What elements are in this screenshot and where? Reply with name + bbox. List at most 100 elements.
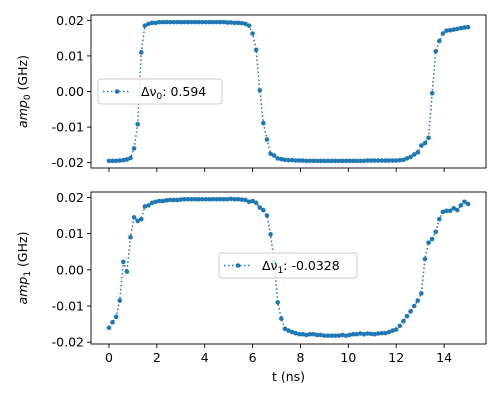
data-point bbox=[318, 332, 324, 338]
data-point bbox=[214, 196, 219, 202]
data-point bbox=[404, 156, 410, 161]
y-tick-label: -0.01 bbox=[52, 120, 84, 135]
data-point bbox=[429, 90, 435, 96]
data-point bbox=[124, 157, 130, 162]
y-tick-label: 0.01 bbox=[56, 48, 84, 63]
data-point bbox=[246, 199, 252, 205]
data-point bbox=[350, 331, 356, 337]
data-point bbox=[286, 157, 291, 163]
data-point bbox=[217, 19, 223, 25]
data-point bbox=[383, 158, 388, 163]
data-point bbox=[164, 198, 169, 203]
y-axis-label-sub: 0 bbox=[23, 94, 33, 100]
data-point bbox=[454, 26, 460, 32]
data-point bbox=[322, 158, 327, 164]
data-point bbox=[318, 158, 324, 164]
data-point bbox=[419, 143, 424, 148]
data-point bbox=[404, 313, 410, 319]
data-point bbox=[250, 198, 255, 204]
data-point bbox=[135, 218, 140, 224]
y-tick-label: 0.02 bbox=[56, 13, 84, 28]
data-point bbox=[138, 216, 144, 222]
data-point bbox=[128, 234, 133, 240]
data-point bbox=[196, 196, 202, 202]
data-point bbox=[232, 196, 237, 202]
legend-box bbox=[218, 252, 358, 279]
data-point bbox=[379, 158, 385, 163]
data-point bbox=[447, 208, 453, 214]
data-point bbox=[185, 196, 191, 202]
data-point bbox=[160, 19, 166, 25]
data-point bbox=[164, 19, 169, 25]
data-point bbox=[210, 19, 216, 25]
data-point bbox=[131, 146, 137, 151]
data-point bbox=[257, 205, 263, 210]
data-point bbox=[462, 25, 467, 30]
data-point bbox=[264, 213, 270, 218]
data-point bbox=[361, 331, 367, 337]
data-point bbox=[264, 137, 270, 142]
data-point bbox=[408, 309, 413, 314]
data-point bbox=[307, 158, 313, 164]
data-point bbox=[296, 331, 302, 337]
data-point bbox=[350, 158, 356, 164]
data-point bbox=[304, 158, 309, 164]
data-point bbox=[171, 197, 176, 203]
data-point bbox=[358, 331, 363, 336]
x-tick-label: 2 bbox=[153, 350, 161, 365]
data-point bbox=[235, 20, 241, 26]
data-point bbox=[268, 151, 273, 157]
data-point bbox=[329, 333, 334, 338]
x-tick-label: 6 bbox=[249, 350, 257, 365]
data-point bbox=[235, 196, 241, 202]
data-point bbox=[142, 23, 148, 28]
data-point bbox=[314, 332, 320, 338]
data-point bbox=[138, 50, 144, 55]
data-point bbox=[207, 19, 212, 25]
data-point bbox=[340, 158, 345, 164]
data-point bbox=[261, 120, 266, 126]
data-point bbox=[300, 158, 306, 163]
data-point bbox=[232, 20, 237, 26]
data-point bbox=[451, 205, 456, 211]
data-point bbox=[336, 158, 342, 164]
data-point bbox=[390, 328, 395, 333]
data-point bbox=[243, 197, 248, 203]
data-point bbox=[411, 152, 417, 157]
legend-label-value: : 0.594 bbox=[162, 84, 206, 99]
data-point bbox=[110, 319, 115, 325]
x-tick-label: 4 bbox=[201, 350, 209, 365]
data-point bbox=[444, 28, 449, 33]
y-axis-label-unit: (GHz) bbox=[15, 55, 30, 94]
data-point bbox=[239, 20, 245, 26]
data-point bbox=[325, 158, 331, 164]
data-point bbox=[415, 298, 421, 303]
y-tick-label: 0.01 bbox=[56, 226, 84, 241]
data-point bbox=[246, 23, 252, 28]
legend: Δν1: -0.0328 bbox=[218, 252, 358, 279]
data-point bbox=[437, 38, 442, 44]
data-point bbox=[106, 158, 112, 164]
data-point bbox=[314, 158, 320, 164]
y-axis-label: amp1 (GHz) bbox=[15, 232, 33, 305]
y-axis-label: amp0 (GHz) bbox=[15, 55, 33, 128]
legend-label-sub: 1 bbox=[278, 266, 284, 276]
data-point bbox=[174, 19, 180, 25]
data-point bbox=[307, 331, 313, 337]
data-point bbox=[207, 196, 212, 202]
data-point bbox=[239, 197, 245, 202]
data-point bbox=[113, 158, 119, 164]
data-point bbox=[451, 27, 456, 32]
data-point bbox=[156, 198, 162, 204]
data-point bbox=[444, 208, 449, 214]
data-point bbox=[160, 198, 166, 204]
data-point bbox=[279, 156, 284, 162]
data-point bbox=[429, 236, 435, 242]
data-point bbox=[347, 158, 352, 164]
data-point bbox=[372, 331, 377, 337]
legend-label: Δν1: -0.0328 bbox=[262, 258, 340, 276]
data-point bbox=[121, 157, 126, 163]
data-point bbox=[422, 140, 428, 146]
data-point bbox=[426, 135, 431, 141]
